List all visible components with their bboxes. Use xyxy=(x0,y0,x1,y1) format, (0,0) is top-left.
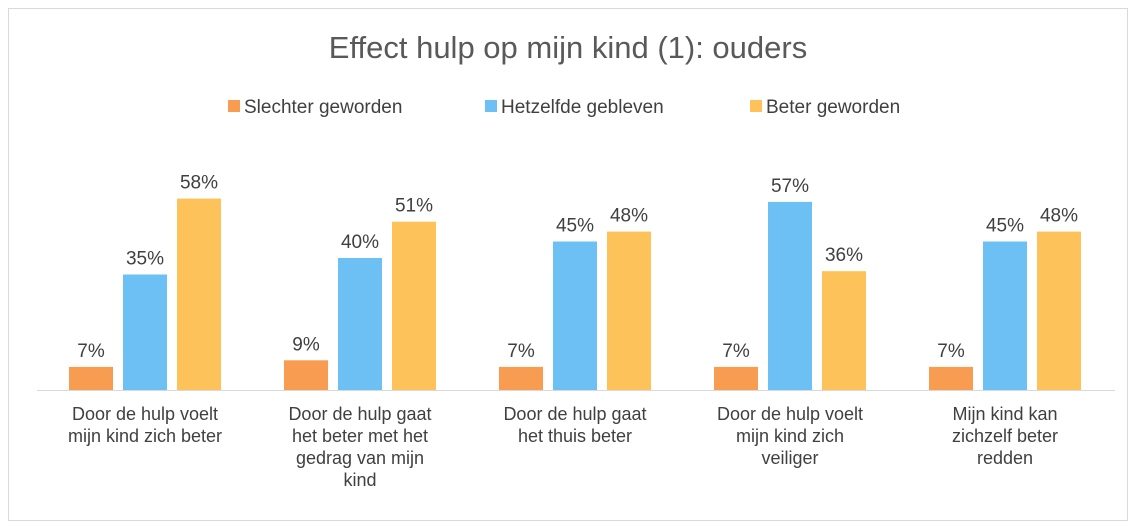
legend-swatch xyxy=(228,100,240,112)
legend-label: Slechter geworden xyxy=(244,97,402,118)
bar xyxy=(929,366,973,390)
bar xyxy=(392,221,436,390)
data-label: 36% xyxy=(825,245,863,266)
bar xyxy=(714,366,758,390)
data-label: 57% xyxy=(771,176,809,197)
data-label: 7% xyxy=(722,341,750,362)
data-label: 40% xyxy=(341,232,379,253)
bar xyxy=(284,360,328,390)
data-label: 7% xyxy=(507,341,535,362)
data-label: 51% xyxy=(395,196,433,217)
bar xyxy=(983,241,1027,390)
data-label: 48% xyxy=(1040,206,1078,227)
bar xyxy=(607,231,651,390)
legend-swatch xyxy=(750,100,762,112)
bar xyxy=(553,241,597,390)
data-label: 7% xyxy=(937,341,965,362)
data-label: 45% xyxy=(986,216,1024,237)
x-tick-label: Door de hulp gaat het thuis beter xyxy=(503,404,647,446)
data-label: 45% xyxy=(556,216,594,237)
bar xyxy=(123,274,167,390)
bar xyxy=(1037,231,1081,390)
bar xyxy=(822,271,866,390)
bar xyxy=(69,366,113,390)
data-label: 48% xyxy=(610,206,648,227)
data-label: 7% xyxy=(77,341,105,362)
chart-title: Effect hulp op mijn kind (1): ouders xyxy=(329,30,807,65)
frame xyxy=(8,8,1128,521)
data-label: 58% xyxy=(180,173,218,194)
data-label: 9% xyxy=(292,334,320,355)
bar xyxy=(338,258,382,390)
bar xyxy=(499,366,543,390)
legend-label: Beter geworden xyxy=(766,97,900,118)
bar xyxy=(768,201,812,390)
legend-swatch xyxy=(485,100,497,112)
bar xyxy=(177,198,221,390)
legend-label: Hetzelfde gebleven xyxy=(501,97,664,118)
x-tick-label: Door de hulp gaat het beter met het gedr… xyxy=(288,404,432,490)
x-tick-label: Mijn kind kan zichzelf beter redden xyxy=(951,404,1059,468)
x-tick-label: Door de hulp voelt mijn kind zich beter xyxy=(67,404,223,446)
data-label: 35% xyxy=(126,249,164,270)
x-tick-label: Door de hulp voelt mijn kind zich veilig… xyxy=(716,404,864,468)
